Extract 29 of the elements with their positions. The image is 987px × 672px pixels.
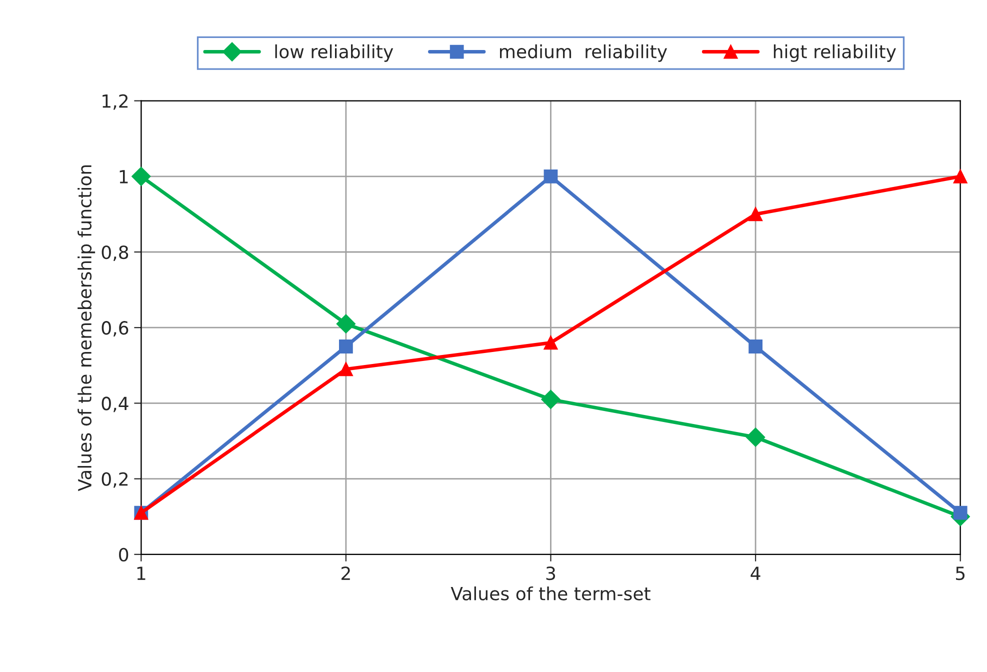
legend-label: low reliability [275,44,394,62]
point [953,169,968,184]
legend-label: medium reliability [500,44,668,62]
point [339,362,353,376]
y-axis-title: Values of the memebership function [78,165,96,492]
x-tick-label: 3 [546,566,556,580]
y-tick-label: 0,4 [102,396,128,412]
point [541,390,560,409]
point [746,428,766,447]
point [339,340,353,354]
point [132,166,151,186]
x-tick-label: 1 [137,566,146,580]
y-tick-label: 1 [120,170,128,184]
x-tick-label: 4 [750,566,760,580]
point [953,506,968,520]
point [748,207,762,222]
y-tick-label: 0,6 [102,321,128,337]
point [544,169,558,184]
legend-label: higt reliability [774,44,896,62]
point [336,314,356,334]
y-tick-label: 0 [119,548,128,562]
x-tick-label: 5 [956,566,965,580]
y-tick-label: 0,8 [102,245,128,261]
point [748,340,762,354]
y-tick-label: 1,2 [102,94,128,110]
x-axis-title: Values of the term-set [450,586,650,600]
x-tick-label: 2 [342,566,350,580]
y-tick-label: 0,2 [102,472,128,488]
point [544,336,558,350]
